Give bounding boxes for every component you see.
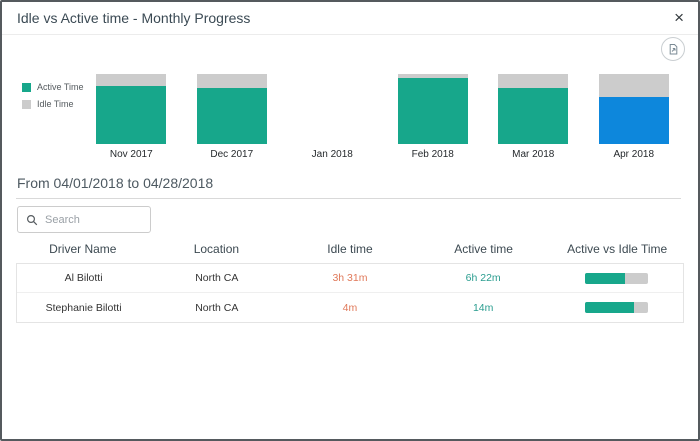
- bar-column-apr-2018[interactable]: [598, 74, 669, 144]
- dialog-title: Idle vs Active time - Monthly Progress: [17, 10, 251, 26]
- bar-column-feb-2018[interactable]: [397, 74, 468, 144]
- bar-group-dec-2017[interactable]: Dec 2017: [182, 74, 283, 160]
- column-header-active-time: Active time: [454, 242, 513, 256]
- active-vs-idle-cell: [550, 302, 683, 314]
- search-box: [17, 206, 151, 233]
- active-time-segment: [498, 88, 569, 144]
- bar-group-mar-2018[interactable]: Mar 2018: [483, 74, 584, 160]
- idle-time-segment: [498, 74, 569, 88]
- bar-label-jan-2018: Jan 2018: [311, 149, 353, 160]
- export-report-button[interactable]: [661, 37, 685, 61]
- chart-legend: Active Time Idle Time: [22, 82, 84, 116]
- legend-swatch-idle-time: [22, 99, 31, 109]
- bar-group-nov-2017[interactable]: Nov 2017: [81, 74, 182, 160]
- active-time-segment: [96, 85, 167, 144]
- bar-group-jan-2018[interactable]: Jan 2018: [282, 74, 383, 160]
- idle-time-segment: [598, 74, 669, 98]
- bar-group-feb-2018[interactable]: Feb 2018: [383, 74, 484, 160]
- active-time-cell: 6h 22m: [465, 272, 501, 284]
- column-header-location: Location: [193, 242, 240, 256]
- driver-name-cell: Stephanie Bilotti: [45, 301, 122, 314]
- location-cell: North CA: [195, 301, 239, 314]
- table-header-row: Driver Name Location Idle time Active time A…: [16, 242, 684, 256]
- active-time-segment: [196, 88, 267, 144]
- bar-label-nov-2017: Nov 2017: [109, 149, 153, 160]
- idle-time-segment: [96, 74, 167, 86]
- column-header-idle-time: Idle time: [327, 242, 373, 256]
- idle-time-segment: [196, 74, 267, 88]
- active-time-segment: [598, 97, 669, 144]
- idle-time-segment: [397, 74, 468, 79]
- bar-label-dec-2017: Dec 2017: [210, 149, 254, 160]
- idle-time-cell: 4m: [342, 301, 358, 314]
- search-icon: [26, 214, 38, 225]
- export-report-icon: [667, 43, 680, 56]
- driver-name-cell: Al Bilotti: [64, 272, 103, 284]
- search-input[interactable]: [45, 213, 142, 226]
- bar-group-apr-2018[interactable]: Apr 2018: [584, 74, 685, 160]
- bar-column-dec-2017[interactable]: [196, 74, 267, 144]
- drivers-table: Al Bilotti North CA 3h 31m 6h 22m Stephanie …: [16, 263, 684, 323]
- close-button[interactable]: ×: [670, 6, 688, 30]
- idle-time-cell: 3h 31m: [332, 272, 368, 284]
- bar-column-mar-2018[interactable]: [498, 74, 569, 144]
- active-fill: [584, 302, 634, 314]
- table-row-stephanie-bilotti: Stephanie Bilotti North CA 4m 14m: [17, 293, 683, 322]
- column-header-active-vs-idle-time: Active vs Idle Time: [567, 242, 668, 256]
- legend-label: Active Time: [37, 82, 84, 92]
- period-heading: From 04/01/2018 to 04/28/2018: [17, 175, 214, 191]
- active-fill: [584, 272, 626, 284]
- section-divider: [16, 198, 681, 199]
- legend-label: Idle Time: [37, 99, 74, 109]
- bar-column-nov-2017[interactable]: [96, 74, 167, 144]
- close-icon: ×: [674, 8, 684, 27]
- active-vs-idle-cell: [550, 272, 683, 284]
- active-time-segment: [397, 78, 468, 144]
- active-vs-idle-bar: [584, 302, 648, 314]
- bar-label-mar-2018: Mar 2018: [512, 149, 555, 160]
- legend-item-idle-time[interactable]: Idle Time: [22, 99, 84, 109]
- table-row-al-bilotti: Al Bilotti North CA 3h 31m 6h 22m: [17, 264, 683, 293]
- column-header-driver-name: Driver Name: [49, 242, 117, 256]
- legend-item-active-time[interactable]: Active Time: [22, 82, 84, 92]
- monthly-progress-chart: Active Time Idle Time Nov 2017 Dec 2017 Jan…: [2, 62, 698, 164]
- bar-column-jan-2018[interactable]: [297, 74, 367, 144]
- active-time-cell: 14m: [472, 301, 494, 314]
- legend-swatch-active-time: [22, 82, 31, 92]
- dialog-header: Idle vs Active time - Monthly Progress ×: [2, 2, 698, 35]
- chart-bars: Nov 2017 Dec 2017 Jan 2018 Feb 2018 Mar 2018…: [81, 74, 684, 160]
- bar-label-feb-2018: Feb 2018: [411, 149, 454, 160]
- active-vs-idle-bar: [584, 272, 648, 284]
- bar-label-apr-2018: Apr 2018: [613, 149, 655, 160]
- location-cell: North CA: [195, 272, 239, 284]
